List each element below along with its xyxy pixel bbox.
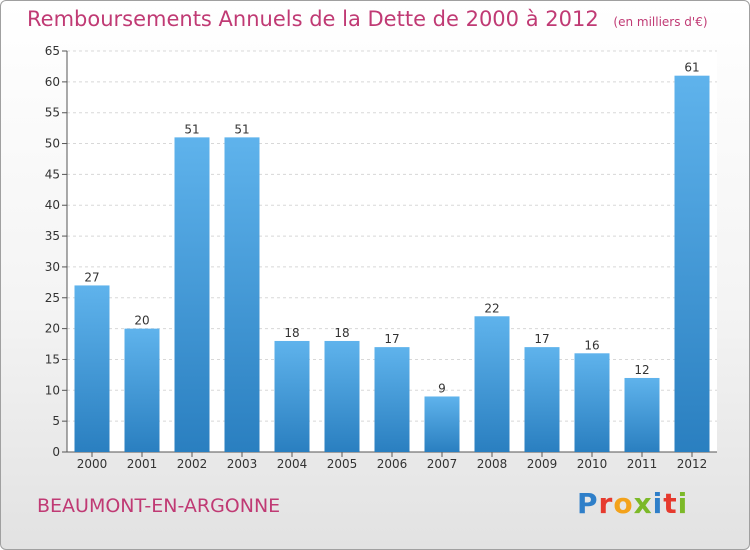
bar-value-label: 18: [334, 326, 349, 340]
x-tick-label: 2012: [677, 457, 708, 471]
logo-letter: o: [613, 487, 634, 520]
y-tick-label: 55: [45, 106, 60, 120]
bar-value-label: 20: [134, 314, 149, 328]
logo-letter: P: [577, 487, 599, 520]
logo-letter: i: [677, 487, 689, 520]
x-tick-label: 2011: [627, 457, 658, 471]
x-tick-label: 2000: [77, 457, 108, 471]
logo-letter: t: [663, 487, 678, 520]
y-tick-label: 45: [45, 167, 60, 181]
logo-letter: x: [633, 487, 653, 520]
bar: [624, 377, 660, 452]
commune-name: BEAUMONT-EN-ARGONNE: [37, 495, 281, 517]
bar-value-label: 18: [284, 326, 299, 340]
bar-value-label: 51: [234, 122, 249, 136]
x-tick-label: 2008: [477, 457, 508, 471]
bar-value-label: 9: [438, 381, 446, 395]
bar: [424, 396, 460, 452]
x-tick-label: 2009: [527, 457, 558, 471]
bar-value-label: 61: [684, 61, 699, 75]
x-tick-label: 2006: [377, 457, 408, 471]
x-tick-label: 2004: [277, 457, 308, 471]
bar-value-label: 22: [484, 301, 499, 315]
bar-value-label: 16: [584, 338, 599, 352]
x-tick-label: 2010: [577, 457, 608, 471]
y-tick-label: 65: [45, 44, 60, 58]
y-tick-label: 40: [45, 198, 60, 212]
x-tick-label: 2007: [427, 457, 458, 471]
logo-letter: i: [652, 487, 664, 520]
bar-value-label: 27: [84, 270, 99, 284]
bar: [224, 137, 260, 452]
bar: [124, 328, 160, 452]
y-tick-label: 35: [45, 229, 60, 243]
y-tick-label: 15: [45, 352, 60, 366]
bar-value-label: 17: [534, 332, 549, 346]
bar-value-label: 51: [184, 122, 199, 136]
bar-value-label: 12: [634, 363, 649, 377]
y-tick-label: 0: [52, 445, 60, 459]
bar: [574, 353, 610, 452]
bar: [274, 340, 310, 452]
bar-value-label: 17: [384, 332, 399, 346]
y-tick-label: 10: [45, 383, 60, 397]
bar: [74, 285, 110, 452]
chart-unit: (en milliers d'€): [613, 15, 708, 29]
x-tick-label: 2001: [127, 457, 158, 471]
y-tick-label: 5: [52, 414, 60, 428]
bar: [374, 347, 410, 452]
bar: [474, 316, 510, 452]
x-tick-label: 2003: [227, 457, 258, 471]
x-tick-label: 2005: [327, 457, 358, 471]
y-tick-label: 25: [45, 291, 60, 305]
chart-title: Remboursements Annuels de la Dette de 20…: [27, 7, 708, 31]
logo-letter: r: [598, 487, 614, 520]
bar: [174, 137, 210, 452]
y-tick-label: 30: [45, 260, 60, 274]
x-tick-label: 2002: [177, 457, 208, 471]
bar: [524, 347, 560, 452]
bar: [674, 75, 710, 452]
chart-title-text: Remboursements Annuels de la Dette de 20…: [27, 7, 599, 31]
y-tick-label: 20: [45, 322, 60, 336]
y-tick-label: 50: [45, 137, 60, 151]
y-tick-label: 60: [45, 75, 60, 89]
bar: [324, 340, 360, 452]
proxiti-logo: Proxiti: [577, 487, 688, 520]
